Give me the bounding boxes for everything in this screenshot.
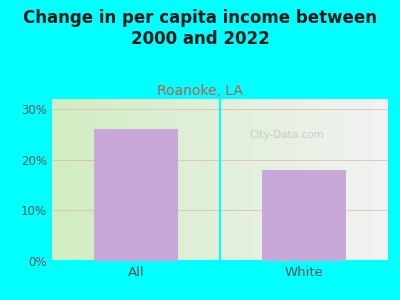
Text: Change in per capita income between
2000 and 2022: Change in per capita income between 2000… (23, 9, 377, 48)
Bar (94, 129, 178, 261)
Text: Roanoke, LA: Roanoke, LA (157, 84, 243, 98)
Text: City-Data.com: City-Data.com (250, 130, 324, 140)
Bar (262, 170, 346, 261)
